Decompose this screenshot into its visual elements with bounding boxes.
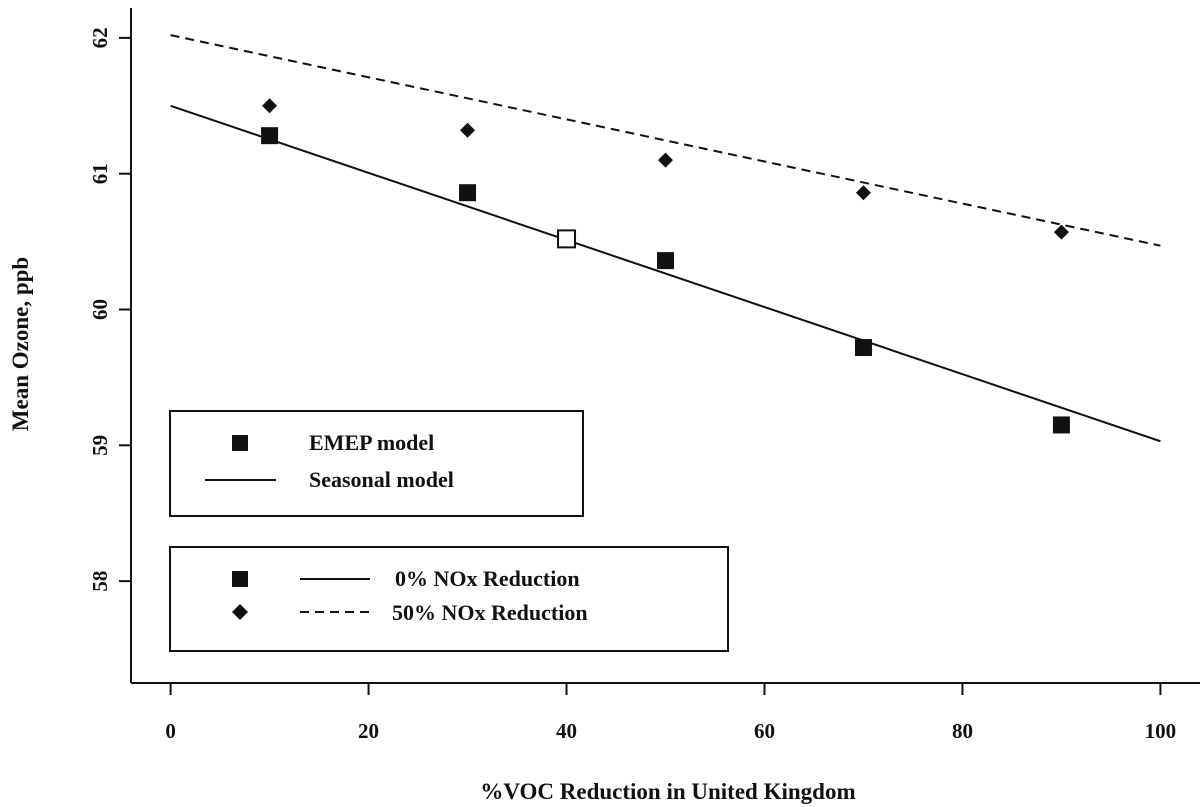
fit-line-50-nox [170,34,1161,247]
data-points [261,98,1070,434]
y-tick-label: 59 [88,435,112,456]
y-tick-label: 58 [88,571,112,592]
fit-line-0-nox [170,104,1161,443]
y-tick-label: 60 [88,299,112,320]
legend-nox-box [169,546,729,652]
point-0-nox [459,184,477,202]
point-50-nox [262,98,278,114]
x-tick-label: 0 [165,719,176,743]
legend-seasonal-label: Seasonal model [309,467,454,492]
point-50-nox [460,122,476,138]
legend-square-marker [232,571,248,587]
point-open-square [557,229,577,249]
point-50-nox [658,152,673,168]
legend-diamond-marker [232,604,248,620]
legend-nox: 0% NOx Reduction 50% NOx Reduction [169,546,729,652]
legend-square-marker [232,435,248,451]
point-0-nox [1052,416,1070,434]
y-tick-label: 61 [88,163,112,184]
point-0-nox [261,127,279,145]
x-tick-label: 60 [754,719,775,743]
point-50-nox [1053,224,1069,240]
x-tick-label: 100 [1145,719,1177,743]
legend-50-nox-label: 50% NOx Reduction [392,600,588,625]
legend-model: EMEP model Seasonal model [169,410,584,517]
x-tick-label: 80 [952,719,973,743]
y-axis-title: Mean Ozone, ppb [8,257,33,431]
x-tick-label: 20 [358,719,379,743]
x-axis-ticks: 0 20 40 60 80 100 [165,683,1176,743]
legend-emep-label: EMEP model [309,430,434,455]
y-tick-label: 62 [88,27,112,48]
x-axis-title: %VOC Reduction in United Kingdom [480,779,855,804]
plot-frame [130,8,1200,684]
x-tick-label: 40 [556,719,577,743]
fit-lines [170,34,1161,443]
legend-0-nox-label: 0% NOx Reduction [395,566,580,591]
point-50-nox [855,185,871,201]
point-0-nox [657,252,674,270]
y-axis-ticks: 58 59 60 61 62 [88,27,131,592]
legend-model-box [169,410,584,517]
point-0-nox [854,339,872,357]
